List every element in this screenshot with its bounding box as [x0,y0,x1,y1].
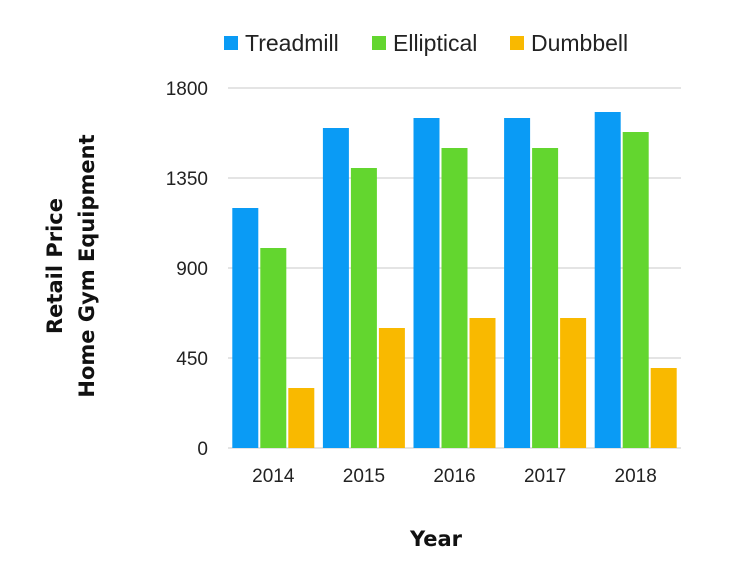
bar-treadmill-2016 [413,118,440,448]
legend-swatch [510,36,524,50]
bar-elliptical-2014 [260,248,287,448]
y-tick-label: 900 [176,259,208,280]
bar-treadmill-2017 [504,118,531,448]
x-tick-label: 2016 [433,466,475,487]
y-tick-label: 1350 [166,169,208,190]
bar-elliptical-2016 [441,148,468,448]
bar-dumbbell-2015 [378,328,405,448]
y-tick-label: 0 [197,439,208,460]
y-tick-label: 450 [176,349,208,370]
legend-item-dumbbell: Dumbbell [510,30,628,56]
bar-dumbbell-2018 [650,368,677,448]
x-axis-ticks: 2014 2015 2016 2017 2018 [252,466,657,487]
y-tick-label: 1800 [166,79,208,100]
bar-elliptical-2017 [532,148,559,448]
bars [232,112,677,448]
legend-swatch [224,36,238,50]
x-tick-label: 2017 [524,466,566,487]
legend-swatch [372,36,386,50]
x-tick-label: 2015 [343,466,385,487]
y-axis-title: Retail Price Home Gym Equipment [43,134,99,397]
x-axis-title: Year [409,527,463,551]
bar-elliptical-2018 [622,132,649,448]
bar-treadmill-2018 [594,112,621,448]
legend-label: Dumbbell [531,30,628,56]
bar-elliptical-2015 [350,168,377,448]
y-axis-ticks: 0 450 900 1350 1800 [166,79,208,460]
legend-item-elliptical: Elliptical [372,30,477,56]
bar-dumbbell-2017 [560,318,587,448]
legend-label: Elliptical [393,30,477,56]
bar-treadmill-2015 [322,128,349,448]
x-tick-label: 2014 [252,466,295,487]
legend: Treadmill Elliptical Dumbbell [224,30,628,56]
y-axis-title-line-1: Retail Price [43,198,67,334]
y-axis-title-line-2: Home Gym Equipment [75,134,99,397]
legend-item-treadmill: Treadmill [224,30,339,56]
bar-dumbbell-2016 [469,318,496,448]
bar-dumbbell-2014 [288,388,315,448]
legend-label: Treadmill [245,30,339,56]
x-tick-label: 2018 [615,466,657,487]
bar-treadmill-2014 [232,208,259,448]
